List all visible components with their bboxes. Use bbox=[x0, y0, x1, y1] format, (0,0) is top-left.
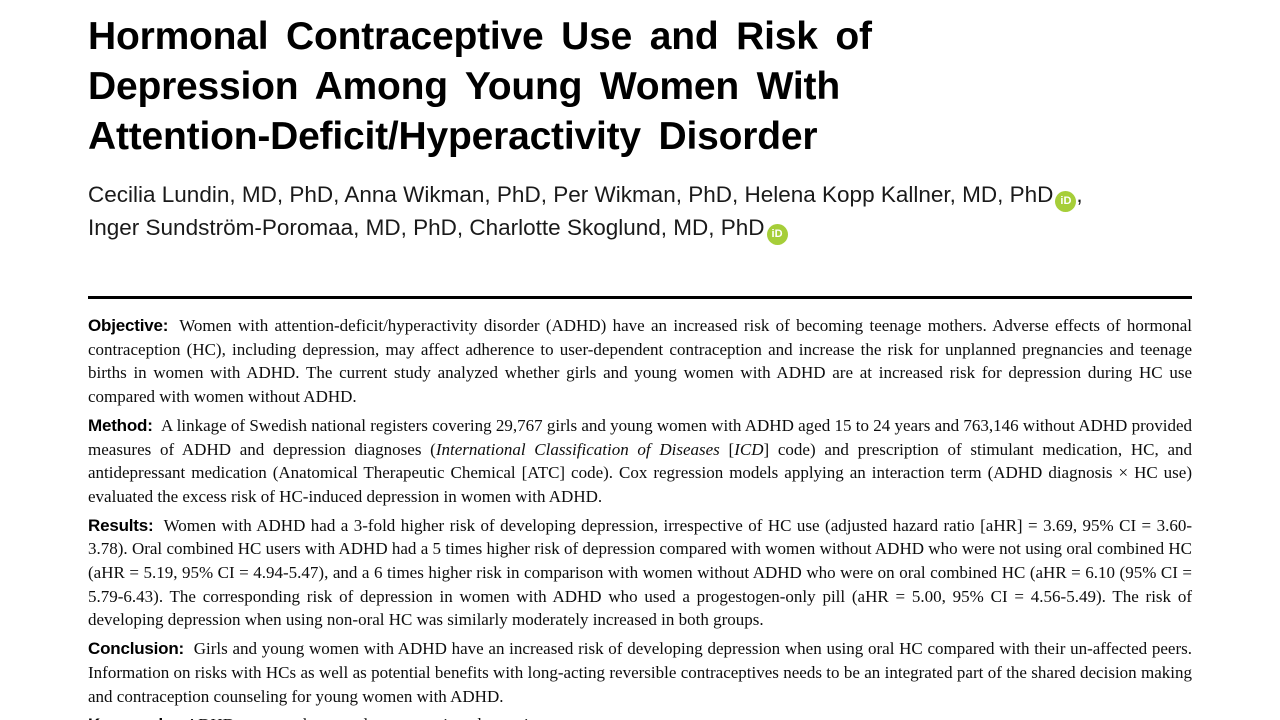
orcid-icon[interactable]: iD bbox=[766, 224, 788, 245]
article-title-line: Hormonal Contraceptive Use and Risk of bbox=[88, 15, 872, 58]
section-label: Key words: bbox=[88, 715, 178, 720]
italic-phrase: International Classification of Diseases bbox=[435, 439, 720, 459]
abstract: Objective: Women with attention-deficit/… bbox=[88, 314, 1192, 720]
author-line-2: Inger Sundström-Poromaa, MD, PhD, Charlo… bbox=[88, 212, 1192, 245]
section-text: A linkage of Swedish national registers … bbox=[88, 415, 1192, 459]
orcid-icon-label: iD bbox=[1060, 195, 1072, 207]
section-text: ] code) and prescription of stimulant me… bbox=[88, 439, 1192, 506]
method-section: Method: A linkage of Swedish national re… bbox=[88, 414, 1192, 509]
orcid-icon-label: iD bbox=[771, 228, 783, 240]
conclusion-section: Conclusion: Girls and young women with A… bbox=[88, 637, 1192, 708]
author-names-suffix: , bbox=[1076, 182, 1083, 207]
section-label: Method: bbox=[88, 415, 153, 435]
section-text: [ bbox=[719, 439, 735, 459]
author-names: Cecilia Lundin, MD, PhD, Anna Wikman, Ph… bbox=[88, 182, 1054, 207]
divider-rule bbox=[88, 296, 1192, 299]
section-text: ADHD; women; hormonal contraceptive; dep… bbox=[186, 715, 546, 720]
article-title: Hormonal Contraceptive Use and Risk of De… bbox=[88, 12, 1192, 162]
section-label: Conclusion: bbox=[88, 639, 185, 659]
article-title-line: Attention-Deficit/Hyperactivity Disorder bbox=[88, 115, 818, 158]
orcid-icon[interactable]: iD bbox=[1055, 191, 1077, 212]
section-text: Girls and young women with ADHD have an … bbox=[88, 639, 1193, 706]
section-text: Women with ADHD had a 3-fold higher risk… bbox=[88, 515, 1192, 630]
objective-section: Objective: Women with attention-deficit/… bbox=[88, 314, 1192, 409]
author-list: Cecilia Lundin, MD, PhD, Anna Wikman, Ph… bbox=[88, 179, 1192, 245]
section-text: Women with attention-deficit/hyperactivi… bbox=[88, 316, 1192, 407]
keywords-section: Key words: ADHD; women; hormonal contrac… bbox=[88, 713, 1192, 720]
italic-phrase: ICD bbox=[734, 439, 764, 459]
author-names: Inger Sundström-Poromaa, MD, PhD, Charlo… bbox=[88, 215, 765, 240]
section-label: Objective: bbox=[88, 316, 169, 335]
article-title-line: Depression Among Young Women With bbox=[88, 65, 840, 108]
results-section: Results: Women with ADHD had a 3-fold hi… bbox=[88, 514, 1192, 633]
author-line-1: Cecilia Lundin, MD, PhD, Anna Wikman, Ph… bbox=[88, 179, 1192, 212]
section-label: Results: bbox=[88, 515, 154, 535]
